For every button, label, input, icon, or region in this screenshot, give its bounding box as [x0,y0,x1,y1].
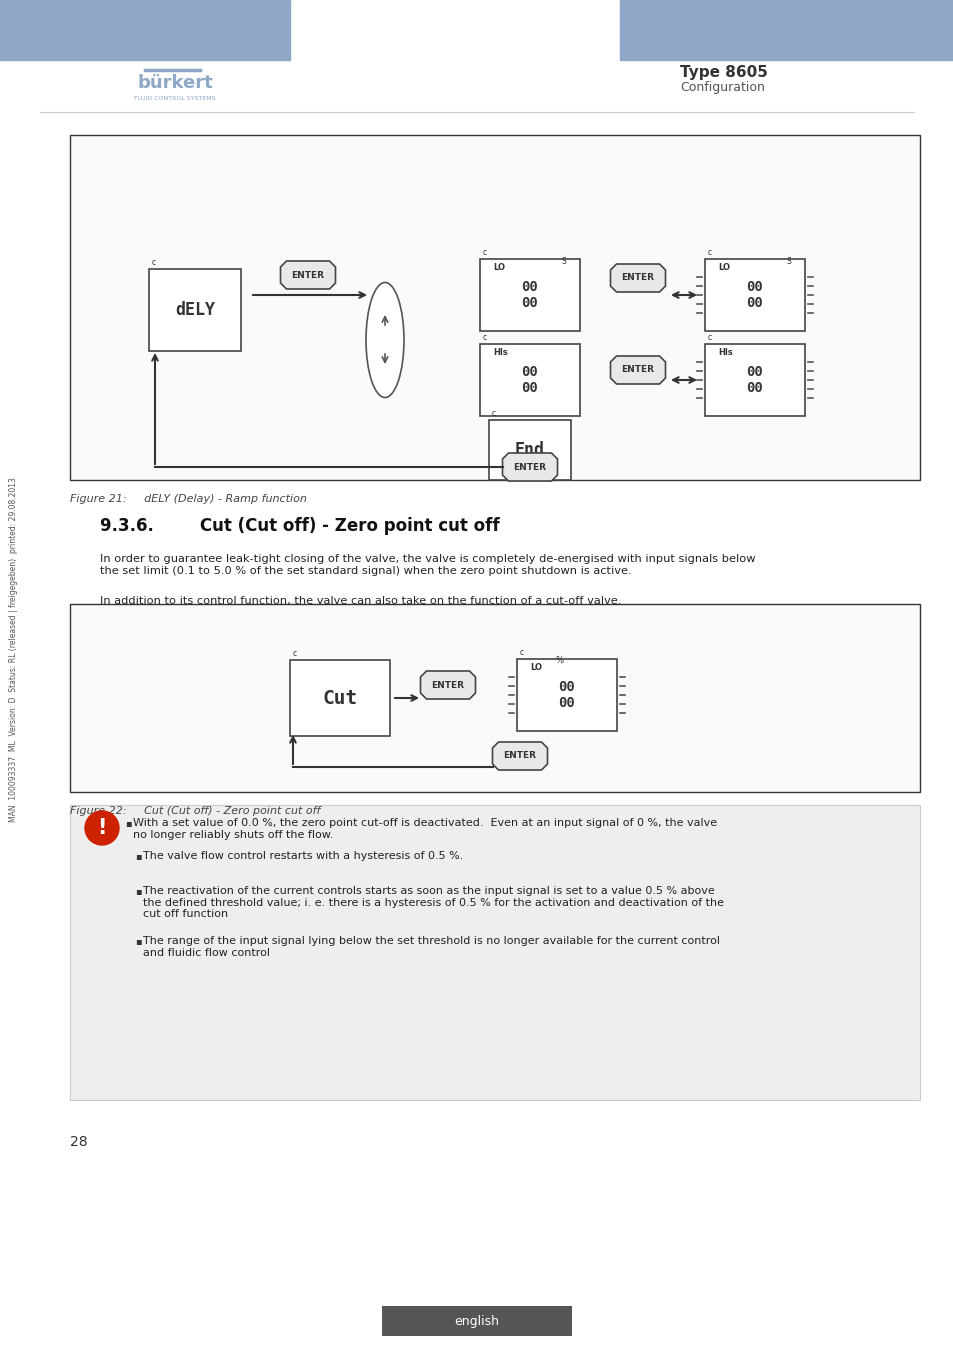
Text: MAN  100093337  ML  Version: D  Status: RL (released | freigegeben)  printed: 29: MAN 100093337 ML Version: D Status: RL (… [10,478,18,822]
Text: 00
00: 00 00 [558,680,575,710]
Bar [70,603,919,792]
Text: c: c [492,409,496,418]
Text: 28: 28 [70,1135,88,1149]
Text: ENTER: ENTER [431,680,464,690]
Text: In addition to its control function, the valve can also take on the function of : In addition to its control function, the… [100,595,620,606]
Bar [149,269,241,351]
Text: 00
00: 00 00 [746,279,762,310]
Text: c: c [482,333,487,342]
Text: !: ! [97,818,107,838]
Bar [381,1305,572,1336]
Polygon shape [502,454,557,481]
Polygon shape [610,356,665,383]
Text: %: % [556,656,563,666]
Ellipse shape [366,282,403,397]
Text: With a set value of 0.0 %, the zero point cut-off is deactivated.  Even at an in: With a set value of 0.0 %, the zero poin… [132,818,717,840]
Text: c: c [482,248,487,256]
Text: 00
00: 00 00 [521,279,537,310]
Text: ENTER: ENTER [513,463,546,471]
Text: c: c [707,333,711,342]
Text: The valve flow control restarts with a hysteresis of 0.5 %.: The valve flow control restarts with a h… [143,850,463,861]
Bar [290,660,390,736]
Text: HIs: HIs [718,348,732,356]
Text: HIs: HIs [493,348,507,356]
Text: c: c [519,648,523,657]
Bar [479,344,579,416]
Text: bürkert: bürkert [137,74,213,92]
Bar [619,0,953,59]
Text: ENTER: ENTER [292,270,324,279]
Text: c: c [707,248,711,256]
Polygon shape [492,743,547,770]
Text: ENTER: ENTER [503,752,536,760]
Text: ▪: ▪ [134,936,141,946]
Bar [704,344,804,416]
Bar [0,0,290,59]
Text: In order to guarantee leak-tight closing of the valve, the valve is completely d: In order to guarantee leak-tight closing… [100,554,755,575]
Text: Figure 21:     dELY (Delay) - Ramp function: Figure 21: dELY (Delay) - Ramp function [70,494,307,504]
Text: Cut: Cut [322,688,357,707]
Text: LO: LO [530,663,541,672]
Text: LO: LO [718,263,729,271]
Text: Configuration: Configuration [679,81,764,95]
Text: LO: LO [493,263,504,271]
Bar [479,259,579,331]
Bar [489,420,571,481]
Text: ENTER: ENTER [620,274,654,282]
Text: Figure 22:     Cut (Cut off) - Zero point cut off: Figure 22: Cut (Cut off) - Zero point cu… [70,806,320,815]
Text: ▪: ▪ [134,886,141,896]
Text: 00
00: 00 00 [521,364,537,396]
Polygon shape [420,671,475,699]
Text: FLUID CONTROL SYSTEMS: FLUID CONTROL SYSTEMS [134,96,215,100]
Text: ▪: ▪ [134,850,141,861]
Bar [70,805,919,1100]
Polygon shape [280,261,335,289]
Text: The reactivation of the current controls starts as soon as the input signal is s: The reactivation of the current controls… [143,886,723,919]
Text: 9.3.6.        Cut (Cut off) - Zero point cut off: 9.3.6. Cut (Cut off) - Zero point cut of… [100,517,499,535]
Bar [704,259,804,331]
Bar [70,135,919,481]
Text: c: c [293,649,296,657]
Circle shape [85,811,119,845]
Text: c: c [152,258,156,267]
Polygon shape [610,265,665,292]
Text: End: End [515,441,544,459]
Text: S: S [561,256,566,266]
Text: dELY: dELY [174,301,214,319]
Text: Type 8605: Type 8605 [679,65,767,80]
Text: 00
00: 00 00 [746,364,762,396]
Text: The range of the input signal lying below the set threshold is no longer availab: The range of the input signal lying belo… [143,936,720,957]
Text: ENTER: ENTER [620,366,654,374]
Text: english: english [454,1315,499,1327]
Text: ▪: ▪ [125,818,132,828]
Bar [517,659,617,730]
Text: S: S [786,256,791,266]
